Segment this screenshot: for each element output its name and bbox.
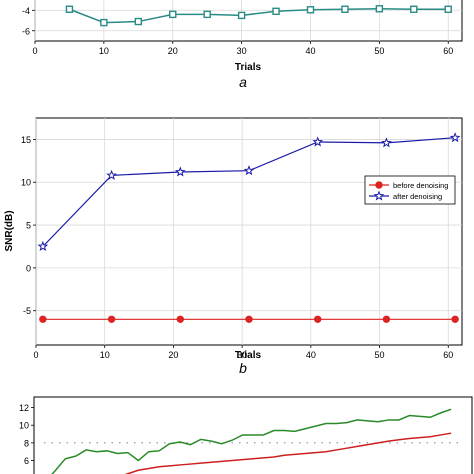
y-tick-label: -5: [23, 306, 31, 316]
data-point: [106, 169, 117, 180]
data-point: [65, 5, 74, 13]
x-tick-label: 0: [32, 46, 37, 56]
panel-b-caption: b: [239, 360, 247, 376]
data-point: [312, 136, 324, 147]
panel-c-plot-frame: [33, 396, 473, 474]
data-point: [451, 315, 459, 324]
panel-c: 1210864: [19, 396, 473, 474]
data-point: [107, 315, 116, 324]
x-tick-label: 60: [443, 350, 453, 360]
panel-b: 0 10 20 30 40 50 60 -5 0 5 10 15 SNR(dB) Trials b b…: [4, 117, 463, 376]
y-tick-label: 12: [19, 403, 29, 413]
panel-a-series: [65, 5, 452, 27]
y-tick-label: 6: [24, 456, 29, 466]
data-point: [272, 7, 280, 16]
panel-a-grid: [34, 0, 462, 41]
panel-b-series: [37, 132, 461, 324]
panel-b-ylabel: SNR(dB): [4, 210, 15, 251]
data-point: [444, 5, 452, 13]
panel-b-grid: [35, 118, 462, 345]
data-point: [237, 11, 246, 20]
data-point: [314, 315, 322, 324]
data-point: [382, 315, 391, 324]
y-tick-label: -6: [22, 26, 30, 36]
x-tick-label: 30: [237, 350, 247, 360]
data-point: [245, 315, 253, 324]
data-point: [37, 240, 49, 252]
panel-c-series: [51, 408, 452, 474]
data-point: [341, 5, 349, 13]
x-tick-label: 10: [99, 46, 109, 56]
y-tick-label: 10: [19, 421, 29, 431]
data-point: [39, 315, 47, 324]
data-point: [449, 132, 461, 143]
data-point: [176, 315, 184, 324]
legend-label: after denoising: [393, 192, 442, 201]
panel-c-axes: 1210864: [19, 403, 34, 474]
legend-swatch-marker: [375, 181, 383, 189]
panel-a-axes: 0 10 20 30 40 50 60 -4 -6: [22, 6, 453, 56]
data-point: [381, 137, 392, 148]
x-tick-label: 50: [375, 350, 385, 360]
panel-b-legend: before denoising after denoising: [364, 175, 456, 205]
x-tick-label: 50: [374, 46, 384, 56]
x-tick-label: 20: [168, 350, 178, 360]
x-tick-label: 10: [100, 350, 110, 360]
y-tick-label: 10: [21, 178, 31, 188]
data-point: [243, 165, 255, 176]
x-tick-label: 0: [33, 350, 38, 360]
x-tick-label: 60: [443, 46, 453, 56]
legend-swatch-marker: [373, 190, 385, 201]
data-point: [174, 166, 186, 177]
data-point: [375, 5, 384, 13]
data-point: [169, 10, 177, 19]
data-point: [203, 10, 211, 19]
legend-box: [364, 175, 456, 205]
panel-b-xlabel: Trials: [235, 350, 262, 361]
series-line-1: [69, 7, 449, 24]
y-tick-label: 8: [24, 438, 29, 448]
data-point: [306, 6, 315, 14]
y-tick-label: 15: [21, 135, 31, 145]
x-tick-label: 40: [306, 350, 316, 360]
data-point: [410, 5, 418, 13]
panel-a: 0 10 20 30 40 50 60 -4 -6 Trials a: [22, 0, 463, 90]
x-tick-label: 40: [305, 46, 315, 56]
data-point: [100, 18, 108, 27]
y-tick-label: 5: [26, 221, 31, 231]
x-tick-label: 30: [237, 46, 247, 56]
panel-a-xlabel: Trials: [235, 62, 262, 73]
y-tick-label: -4: [22, 6, 30, 16]
panel-b-axes: 0 10 20 30 40 50 60 -5 0 5 10 15: [21, 135, 453, 360]
x-tick-label: 20: [168, 46, 178, 56]
legend-label: before denoising: [393, 181, 448, 190]
series-line-1: [51, 408, 452, 474]
y-tick-label: 0: [26, 263, 31, 273]
series-line-2: [124, 432, 452, 474]
legend-items: before denoising after denoising: [369, 181, 448, 201]
data-point: [134, 17, 143, 26]
panel-a-caption: a: [239, 74, 247, 90]
